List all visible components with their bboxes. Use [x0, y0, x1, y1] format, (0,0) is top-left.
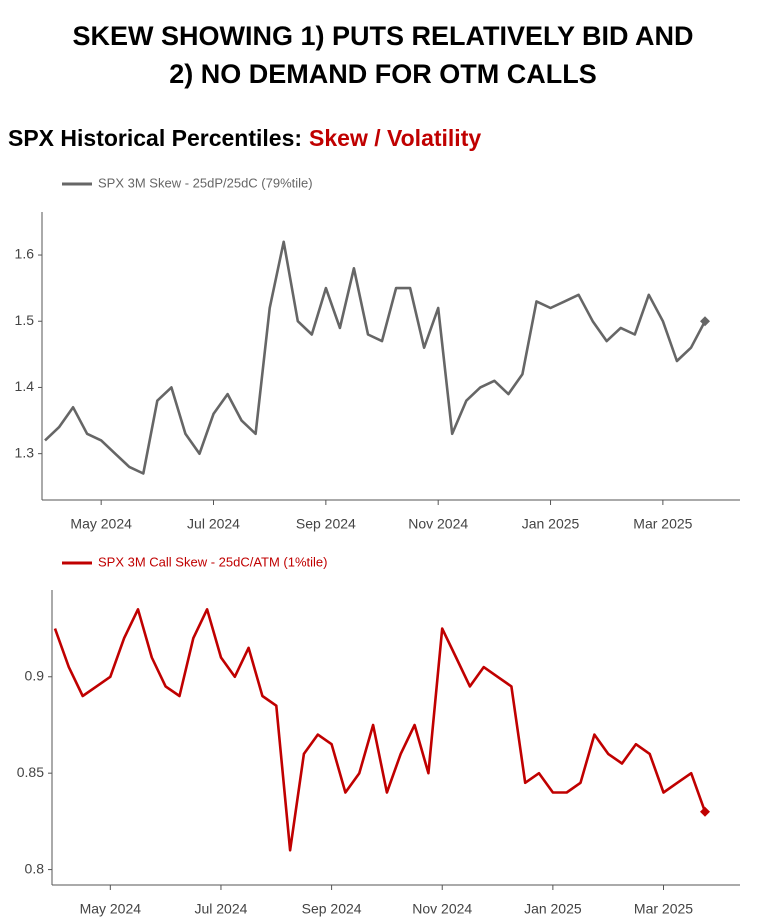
- series-line: [53, 608, 707, 852]
- y-tick-label: 1.3: [15, 444, 35, 460]
- subtitle-text: SPX Historical Percentiles:: [8, 125, 302, 151]
- y-tick-label: 0.8: [25, 860, 45, 876]
- x-tick-label: Mar 2025: [633, 516, 692, 532]
- x-tick-label: Sep 2024: [296, 516, 356, 532]
- legend-label: SPX 3M Call Skew - 25dC/ATM (1%tile): [98, 554, 328, 569]
- series-line: [44, 240, 707, 475]
- y-tick-label: 1.6: [15, 246, 35, 262]
- title: 2) NO DEMAND FOR OTM CALLS: [169, 59, 596, 89]
- x-tick-label: Nov 2024: [412, 901, 472, 917]
- x-tick-label: Jul 2024: [194, 901, 247, 917]
- x-tick-label: Mar 2025: [634, 901, 693, 917]
- x-tick-label: Jul 2024: [187, 516, 240, 532]
- y-tick-label: 0.9: [25, 667, 45, 683]
- x-tick-label: Jan 2025: [524, 901, 582, 917]
- legend-label: SPX 3M Skew - 25dP/25dC (79%tile): [98, 175, 313, 190]
- x-tick-label: May 2024: [80, 901, 142, 917]
- x-tick-label: May 2024: [70, 516, 132, 532]
- end-marker: [700, 806, 710, 817]
- subtitle-highlight: Skew / Volatility: [309, 125, 481, 151]
- y-tick-label: 1.5: [15, 312, 35, 328]
- title: SKEW SHOWING 1) PUTS RELATIVELY BID AND: [72, 21, 693, 51]
- x-tick-label: Jan 2025: [522, 516, 580, 532]
- y-tick-label: 0.85: [17, 764, 44, 780]
- x-tick-label: Sep 2024: [302, 901, 362, 917]
- end-marker: [700, 316, 710, 327]
- subtitle: SPX Historical Percentiles: Skew / Volati…: [8, 125, 481, 151]
- y-tick-label: 1.4: [15, 378, 35, 394]
- x-tick-label: Nov 2024: [408, 516, 468, 532]
